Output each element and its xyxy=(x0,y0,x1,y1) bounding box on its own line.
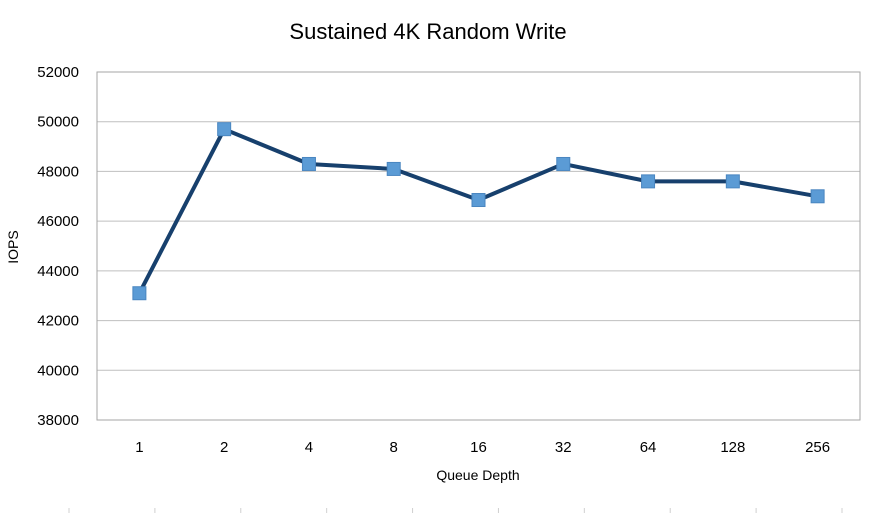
plot-area-border xyxy=(96,71,861,421)
data-point-marker xyxy=(386,161,401,176)
data-point-marker xyxy=(810,189,825,204)
series-line xyxy=(137,127,820,296)
data-point-marker xyxy=(217,122,232,137)
x-tick-label: 64 xyxy=(640,439,657,456)
x-tick-label: 8 xyxy=(390,439,398,456)
chart-title: Sustained 4K Random Write xyxy=(289,19,566,44)
x-tick-label: 4 xyxy=(305,439,313,456)
x-axis-tick-marks xyxy=(68,508,843,513)
x-tick-label: 1 xyxy=(135,439,143,456)
data-point-marker xyxy=(556,156,571,171)
x-tick-label: 128 xyxy=(720,439,745,456)
series-layer xyxy=(132,122,825,301)
data-point-marker xyxy=(641,174,656,189)
y-tick-label: 52000 xyxy=(37,64,79,81)
data-point-marker xyxy=(132,286,147,301)
x-tick-label: 16 xyxy=(470,439,487,456)
x-tick-label: 256 xyxy=(805,439,830,456)
data-point-marker xyxy=(471,193,486,208)
x-axis-tick-labels: 1 2 4 8 16 32 64 128 256 xyxy=(135,439,830,456)
x-tick-label: 32 xyxy=(555,439,572,456)
data-point-marker xyxy=(725,174,740,189)
x-tick-label: 2 xyxy=(220,439,228,456)
y-axis-tick-labels: 38000 40000 42000 44000 46000 48000 50000 52000 xyxy=(37,64,79,429)
y-tick-label: 42000 xyxy=(37,313,79,330)
x-axis-title: Queue Depth xyxy=(436,467,519,483)
y-tick-label: 40000 xyxy=(37,362,79,379)
gridlines xyxy=(97,121,860,371)
y-tick-label: 38000 xyxy=(37,412,79,429)
y-tick-label: 46000 xyxy=(37,213,79,230)
y-tick-label: 48000 xyxy=(37,163,79,180)
y-tick-label: 44000 xyxy=(37,263,79,280)
y-axis-title: IOPS xyxy=(5,230,21,263)
y-tick-label: 50000 xyxy=(37,114,79,131)
data-point-marker xyxy=(301,156,316,171)
